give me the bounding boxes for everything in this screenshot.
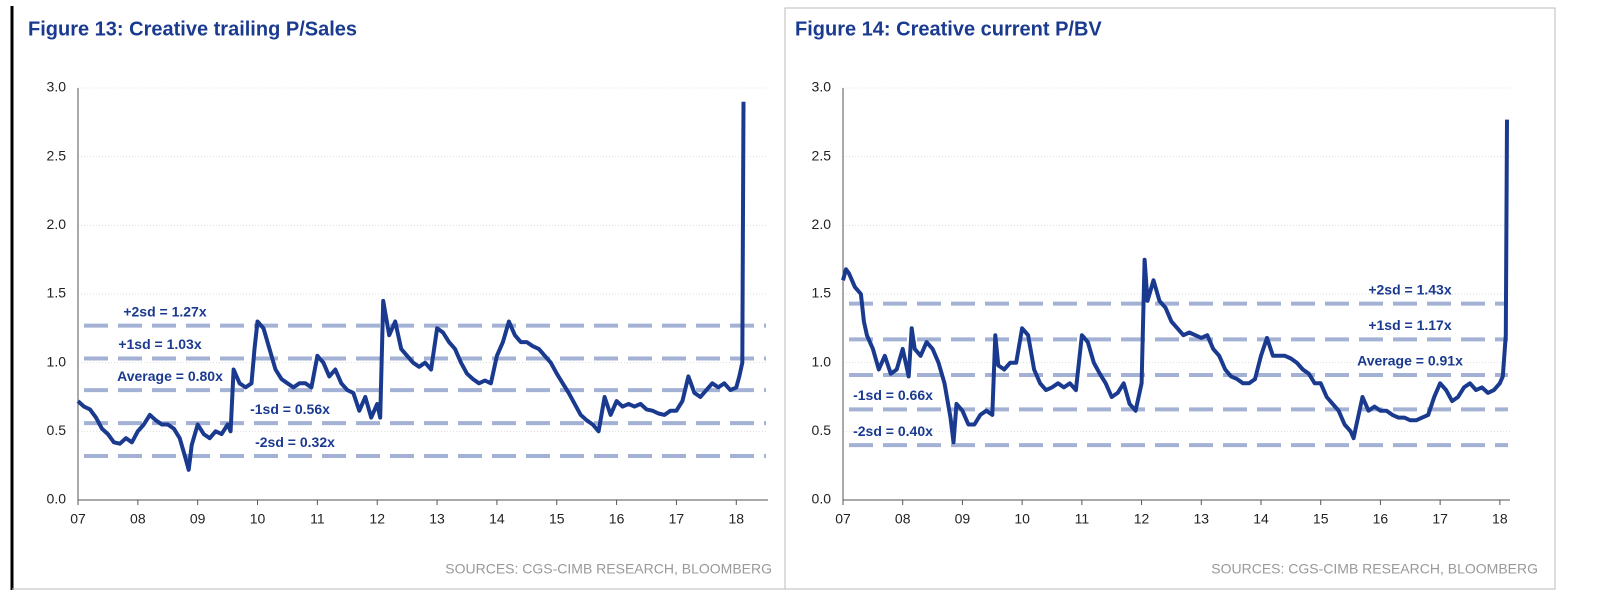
x-tick-label: 07 [835,511,851,527]
y-tick-label: 3.0 [47,79,67,95]
x-tick-label: 09 [190,511,206,527]
source-note: SOURCES: CGS-CIMB RESEARCH, BLOOMBERG [445,561,772,577]
reference-label: Average = 0.91x [1357,353,1463,369]
y-tick-label: 0.0 [812,491,832,507]
x-tick-label: 09 [955,511,971,527]
x-tick-label: 17 [1432,511,1448,527]
y-tick-label: 2.5 [47,147,67,163]
reference-label: -1sd = 0.56x [250,401,330,417]
x-tick-label: 11 [1075,511,1090,527]
chart-title: Figure 13: Creative trailing P/Sales [28,18,357,40]
y-tick-label: 2.0 [812,216,832,232]
x-tick-label: 12 [1134,511,1150,527]
reference-label: +2sd = 1.27x [123,303,207,319]
reference-label: -1sd = 0.66x [853,387,933,403]
reference-label: -2sd = 0.40x [853,423,933,439]
chart-title: Figure 14: Creative current P/BV [795,18,1102,40]
y-tick-label: 1.0 [812,353,832,369]
x-tick-label: 11 [310,511,325,527]
x-tick-label: 18 [728,511,744,527]
x-tick-label: 16 [609,511,625,527]
reference-label: +1sd = 1.17x [1368,317,1452,333]
y-tick-label: 2.5 [812,147,832,163]
reference-label: +2sd = 1.43x [1368,281,1452,297]
x-tick-label: 14 [489,511,505,527]
reference-label: +1sd = 1.03x [118,336,202,352]
reference-label: -2sd = 0.32x [255,434,335,450]
background [0,0,1600,612]
x-tick-label: 17 [669,511,685,527]
x-tick-label: 08 [130,511,146,527]
y-tick-label: 2.0 [47,216,67,232]
x-tick-label: 10 [1014,511,1030,527]
y-tick-label: 0.5 [812,422,832,438]
y-tick-label: 1.5 [812,285,832,301]
x-tick-label: 16 [1373,511,1389,527]
y-tick-label: 1.0 [47,353,67,369]
x-tick-label: 15 [549,511,565,527]
page: Figure 13: Creative trailing P/Sales SOUR… [0,0,1600,612]
x-tick-label: 08 [895,511,911,527]
y-tick-label: 0.0 [47,491,67,507]
y-tick-label: 0.5 [47,422,67,438]
source-note: SOURCES: CGS-CIMB RESEARCH, BLOOMBERG [1211,561,1538,577]
x-tick-label: 14 [1253,511,1269,527]
x-tick-label: 13 [429,511,445,527]
y-tick-label: 3.0 [812,79,832,95]
x-tick-label: 07 [70,511,86,527]
x-tick-label: 13 [1193,511,1209,527]
x-tick-label: 18 [1492,511,1508,527]
reference-label: Average = 0.80x [117,368,223,384]
x-tick-label: 10 [250,511,266,527]
x-tick-label: 12 [369,511,385,527]
x-tick-label: 15 [1313,511,1329,527]
y-tick-label: 1.5 [47,285,67,301]
